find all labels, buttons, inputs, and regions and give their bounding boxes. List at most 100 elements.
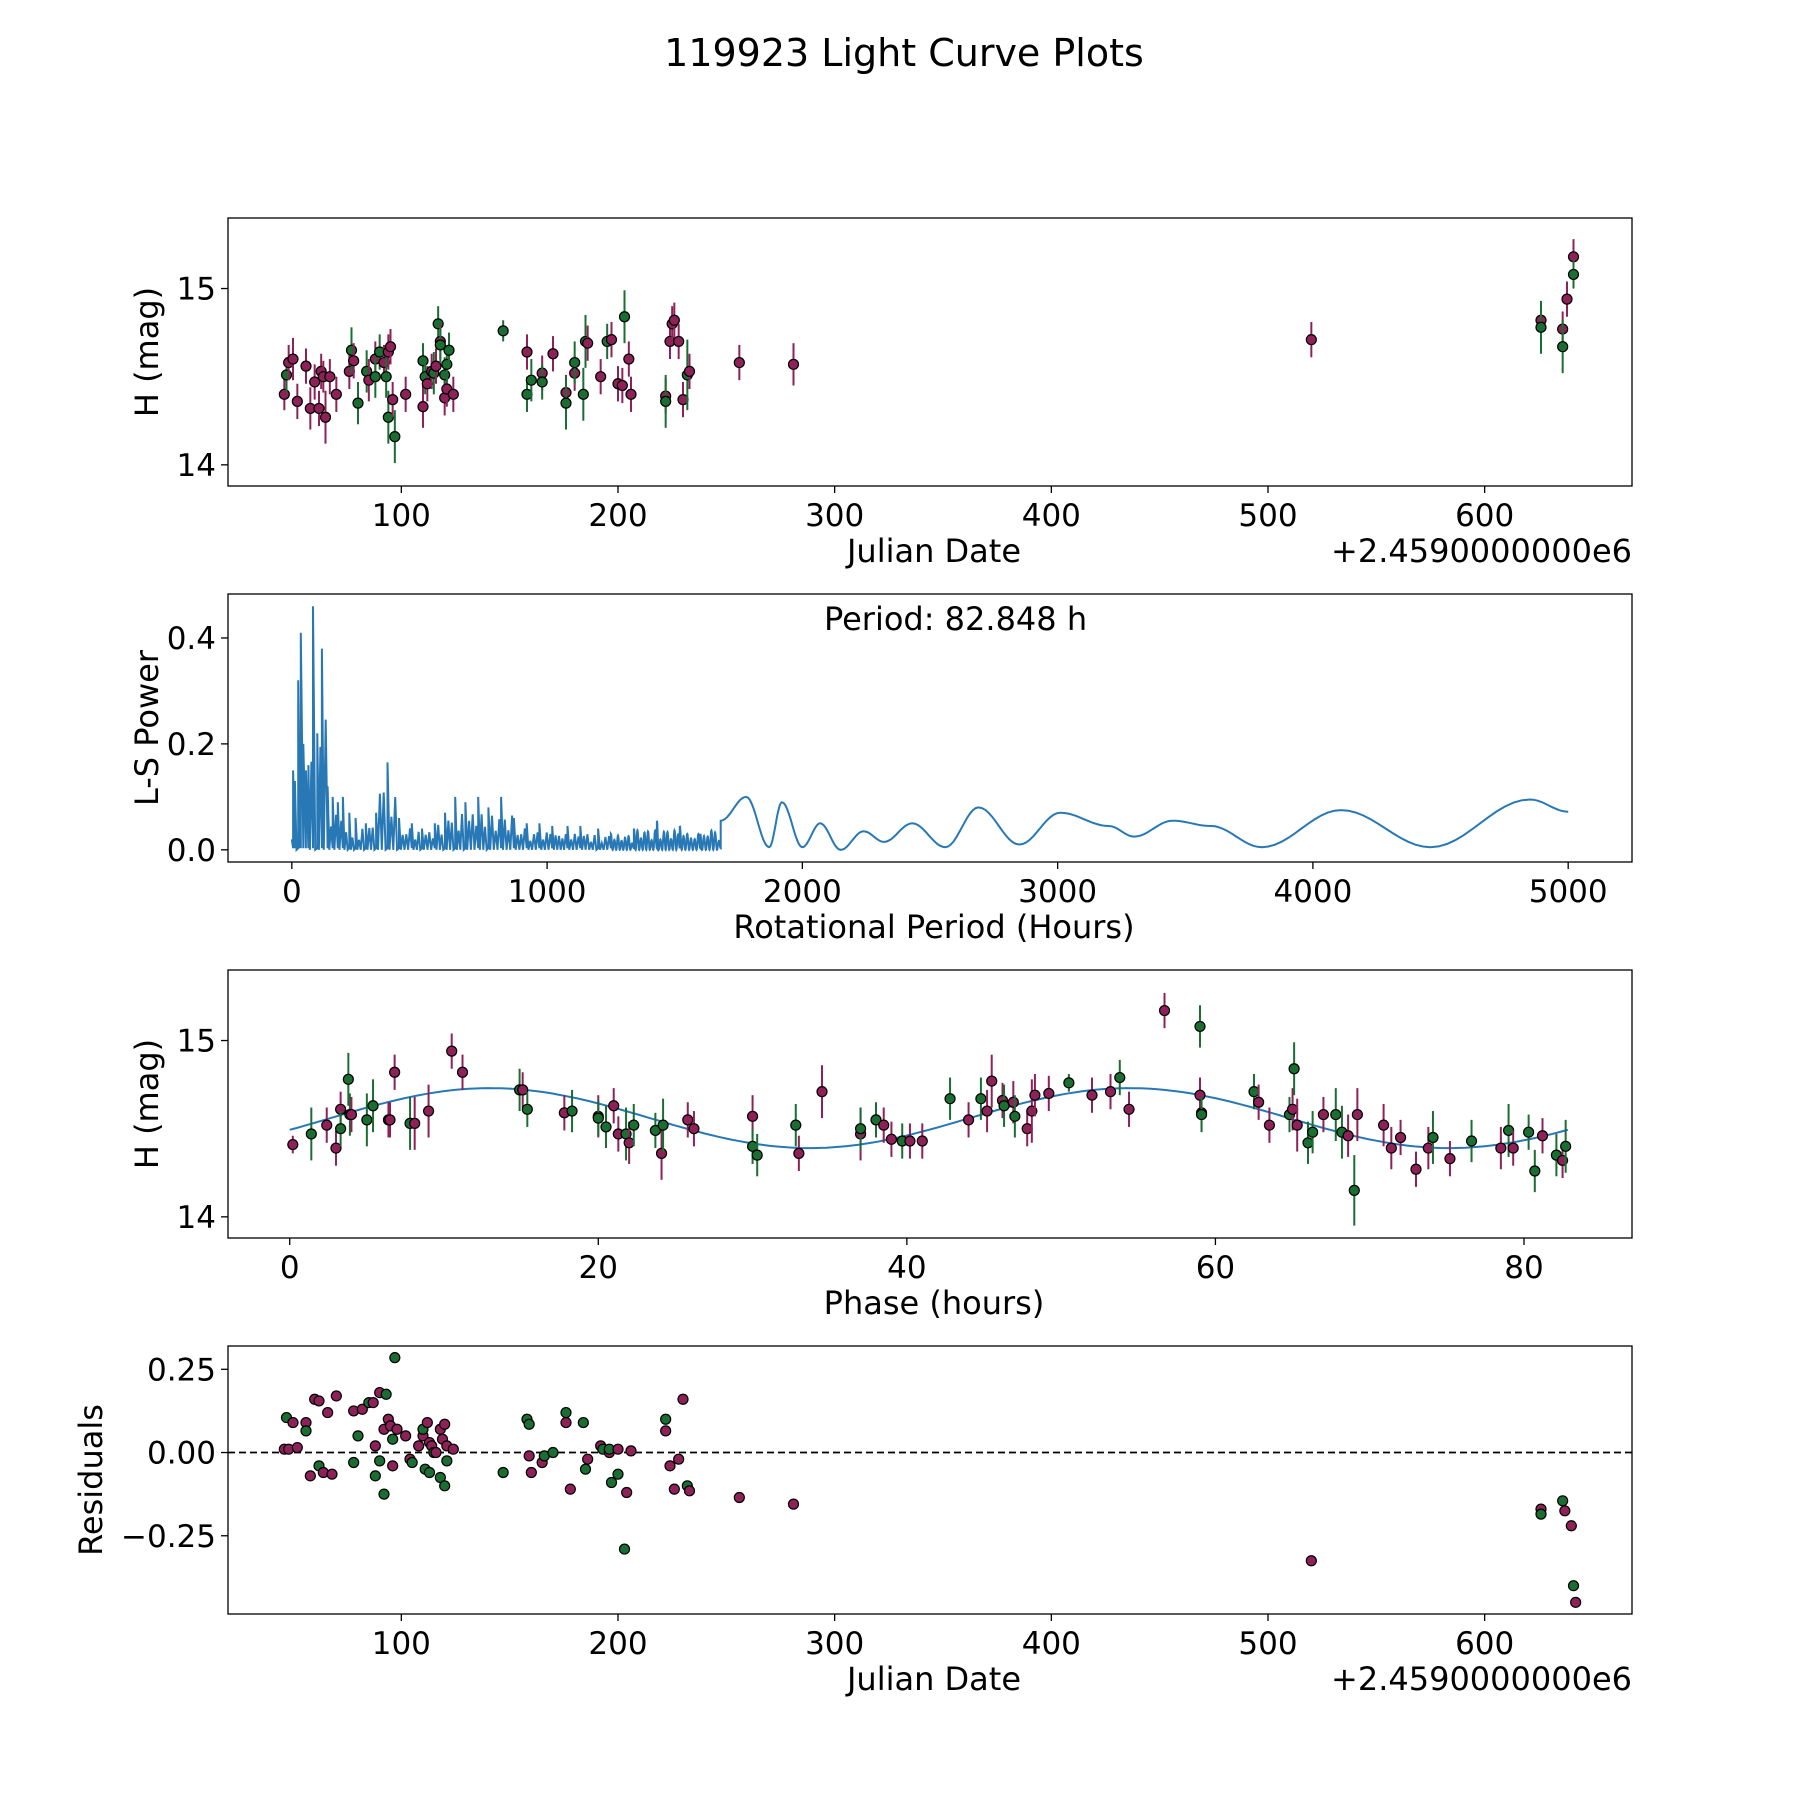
residuals-point-filter-2 xyxy=(378,1488,390,1500)
phasefold-point-filter-1 xyxy=(1377,1119,1390,1131)
residuals-point-filter-1 xyxy=(523,1450,535,1462)
residuals-xtick-label: 200 xyxy=(588,1626,647,1662)
phasefold-point-filter-1 xyxy=(321,1119,333,1131)
phasefold-point-filter-1 xyxy=(1317,1108,1330,1121)
residuals-point-filter-2 xyxy=(380,1388,392,1400)
phasefold-point-filter-1 xyxy=(422,1105,435,1117)
periodogram-ytick-label: 0.4 xyxy=(167,621,216,657)
residuals-point-filter-1 xyxy=(612,1443,624,1455)
phasefold-point-filter-2 xyxy=(600,1121,612,1133)
lightcurve-point-filter-1 xyxy=(291,395,303,407)
phasefold-point-filter-1 xyxy=(1286,1103,1299,1115)
residuals-point-filter-1 xyxy=(391,1423,403,1435)
residuals-point-filter-2 xyxy=(523,1418,535,1430)
phasefold-point-filter-1 xyxy=(1263,1119,1276,1131)
phasefold-point-filter-2 xyxy=(1348,1184,1360,1196)
lightcurve-point-filter-1 xyxy=(673,335,685,348)
figure-title: 119923 Light Curve Plots xyxy=(664,31,1144,75)
residuals-point-filter-2 xyxy=(348,1456,360,1469)
residuals-point-filter-1 xyxy=(413,1440,425,1452)
phase-fit-line xyxy=(289,1087,1569,1150)
residuals-point-filter-2 xyxy=(352,1430,364,1442)
periodogram-xtick-label: 3000 xyxy=(1018,874,1097,910)
residuals-xtick-label: 600 xyxy=(1455,1626,1514,1662)
phasefold-point-filter-1 xyxy=(1158,1004,1171,1017)
lightcurve-point-filter-1 xyxy=(330,388,342,400)
residuals-xtick-label: 300 xyxy=(805,1626,864,1662)
phasefold-point-filter-1 xyxy=(517,1084,529,1096)
lightcurve-ytick-label: 15 xyxy=(177,272,216,308)
phasefold-xtick-label: 80 xyxy=(1504,1250,1543,1286)
lightcurve-point-filter-2 xyxy=(352,397,364,409)
residuals-point-filter-1 xyxy=(287,1416,299,1429)
residuals-point-filter-1 xyxy=(677,1393,689,1405)
lightcurve-point-filter-2 xyxy=(417,355,429,367)
lightcurve-points xyxy=(278,239,1580,464)
periodogram-ylabel: L-S Power xyxy=(128,649,166,806)
residuals-point-filter-2 xyxy=(605,1476,618,1489)
phasefold-point-filter-2 xyxy=(1307,1126,1319,1138)
periodogram-ytick-label: 0.0 xyxy=(167,833,216,869)
lightcurve-ylabel: H (mag) xyxy=(128,287,166,417)
phasefold-point-filter-1 xyxy=(986,1075,998,1087)
phasefold-point-filter-2 xyxy=(521,1103,533,1115)
residuals-point-filter-1 xyxy=(525,1466,537,1479)
residuals-point-filter-1 xyxy=(304,1470,316,1482)
phasefold-point-filter-1 xyxy=(608,1100,620,1112)
residuals-point-filter-2 xyxy=(497,1466,509,1479)
lightcurve-point-filter-2 xyxy=(441,358,453,370)
residuals-point-filter-1 xyxy=(1559,1505,1571,1517)
lightcurve-point-filter-1 xyxy=(605,334,618,346)
phasefold-xtick-label: 60 xyxy=(1196,1250,1235,1286)
phasefold-point-filter-1 xyxy=(1394,1131,1407,1144)
residuals-point-filter-1 xyxy=(439,1418,451,1430)
residuals-point-filter-1 xyxy=(1305,1555,1317,1567)
phasefold-point-filter-2 xyxy=(751,1149,763,1161)
residuals-point-filter-2 xyxy=(369,1470,381,1482)
lightcurve-point-filter-2 xyxy=(536,376,548,388)
phasefold-point-filter-1 xyxy=(287,1138,299,1151)
lightcurve-point-filter-1 xyxy=(278,388,290,400)
phasefold-point-filter-2 xyxy=(1302,1137,1314,1149)
lightcurve-point-filter-2 xyxy=(577,388,589,400)
phasefold-xtick-label: 0 xyxy=(280,1250,300,1286)
lightcurve-point-filter-1 xyxy=(582,337,594,349)
residuals-point-filter-1 xyxy=(369,1440,381,1452)
phasefold-point-filter-1 xyxy=(1086,1089,1098,1101)
phasefold-point-filter-2 xyxy=(790,1119,802,1131)
phasefold-point-filter-2 xyxy=(566,1105,578,1117)
phasefold-point-filter-1 xyxy=(878,1119,890,1131)
lightcurve-point-filter-1 xyxy=(384,341,397,353)
phasefold-point-filter-1 xyxy=(816,1086,828,1098)
phasefold-point-filter-1 xyxy=(655,1147,668,1159)
lightcurve-point-filter-1 xyxy=(595,371,607,383)
phasefold-point-filter-1 xyxy=(1104,1086,1117,1098)
residuals-point-filter-2 xyxy=(441,1455,453,1467)
residuals-point-filter-1 xyxy=(673,1453,685,1465)
lightcurve-point-filter-2 xyxy=(569,356,581,369)
phasefold-point-filter-1 xyxy=(1410,1163,1422,1175)
residuals-point-filter-1 xyxy=(664,1460,676,1472)
residuals-point-filter-2 xyxy=(439,1480,451,1492)
periodogram-frame xyxy=(227,593,1633,863)
lightcurve-point-filter-1 xyxy=(309,376,321,388)
lightcurve-point-filter-1 xyxy=(447,388,459,400)
lightcurve-point-filter-1 xyxy=(616,379,628,392)
phasefold-point-filter-1 xyxy=(793,1147,805,1159)
phasefold-point-filter-2 xyxy=(1330,1108,1342,1121)
lightcurve-xtick-label: 600 xyxy=(1455,498,1514,534)
periodogram-xtick-label: 2000 xyxy=(763,874,842,910)
phasefold-point-filter-1 xyxy=(409,1117,421,1129)
residuals-point-filter-2 xyxy=(577,1416,589,1429)
lightcurve-point-filter-1 xyxy=(300,360,312,372)
phasefold-point-filter-2 xyxy=(628,1119,640,1131)
lightcurve-xtick-label: 300 xyxy=(805,498,864,534)
residuals-point-filter-1 xyxy=(430,1446,442,1459)
residuals-ylabel: Residuals xyxy=(72,1404,110,1556)
lightcurve-xlabel: Julian Date xyxy=(845,532,1021,570)
phasefold-point-filter-1 xyxy=(904,1135,916,1147)
phasefold-point-filter-2 xyxy=(367,1100,379,1112)
residuals-point-filter-1 xyxy=(660,1425,672,1437)
phasefold-xlabel: Phase (hours) xyxy=(824,1284,1045,1322)
residuals-xtick-label: 100 xyxy=(372,1626,431,1662)
